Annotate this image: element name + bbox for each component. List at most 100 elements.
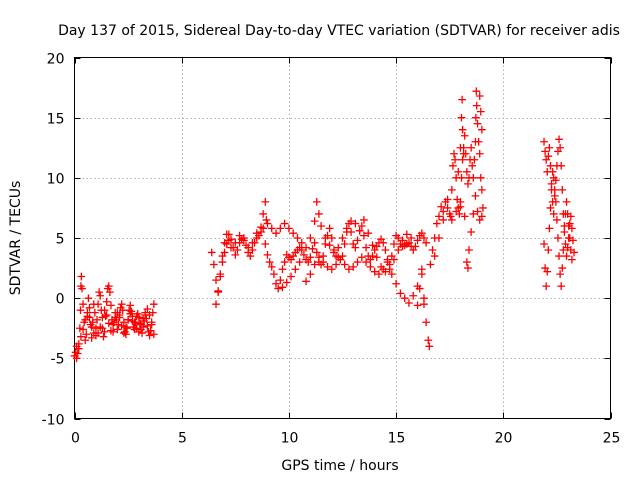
data-point [452,207,460,216]
data-point [117,300,126,309]
data-point [360,216,368,224]
data-point [478,186,486,194]
data-point [231,238,240,247]
data-point [425,342,434,351]
data-point [553,216,561,224]
data-point [106,288,114,296]
data-point [468,161,477,170]
data-point [87,323,96,331]
data-point [297,238,306,247]
data-point [93,315,101,324]
data-point [557,161,566,170]
data-point [113,325,122,334]
data-point [319,252,328,260]
data-point [540,240,548,248]
data-point [549,173,558,182]
data-point [558,264,567,272]
data-point [330,248,338,257]
x-axis-label: GPS time / hours [281,458,398,474]
data-point [257,223,265,232]
data-point [560,228,569,236]
data-point [472,113,480,122]
data-point [82,330,91,339]
data-point [100,328,109,336]
data-point [544,246,553,254]
data-point [443,204,452,212]
data-point [398,236,407,245]
data-point [252,229,261,238]
data-point [138,329,146,337]
data-point [460,131,469,140]
data-point [319,258,328,266]
data-point [231,250,240,259]
data-point [74,344,83,353]
data-point [556,143,564,152]
data-point [545,224,554,233]
data-point [109,320,117,329]
data-point [554,234,562,242]
data-point [345,265,353,274]
data-point [248,246,257,254]
data-point [130,318,139,327]
data-point [446,212,455,221]
data-point [207,248,216,257]
data-point [456,143,465,152]
data-point [336,255,345,264]
data-point [306,270,315,278]
data-point [306,234,315,242]
data-point [134,313,143,322]
data-point [415,284,424,293]
data-point [430,252,439,260]
data-point [458,155,467,164]
data-point [394,246,403,254]
data-point [540,137,548,146]
data-point [285,224,293,233]
data-point [546,204,555,212]
data-point [321,234,330,242]
data-point [559,246,568,254]
data-point [456,202,465,211]
data-point [550,186,559,194]
data-point [542,282,551,290]
data-point [451,155,459,164]
data-point [276,276,285,284]
data-point [417,229,426,238]
data-point [405,299,413,307]
data-point [396,289,405,298]
y-axis-label: SDTVAR / TECUs [8,181,24,296]
data-point [467,143,475,152]
data-point [479,204,487,212]
data-point [475,92,484,100]
data-point [551,198,560,206]
data-point [334,243,343,252]
data-point [73,349,82,358]
data-point [332,260,340,269]
data-point [280,258,289,266]
data-point [85,303,94,312]
data-point [302,243,310,252]
data-point [562,198,571,206]
data-point [325,241,334,250]
data-point [287,272,295,281]
data-point [422,318,430,327]
data-point [77,332,85,341]
data-point [220,238,229,247]
data-point [145,311,154,319]
data-point [99,332,108,341]
data-point [541,147,549,156]
data-point [147,320,156,329]
data-point [447,186,456,194]
data-point [133,309,142,318]
data-point [435,234,443,242]
data-point [555,252,563,260]
data-point [145,331,154,340]
data-point [370,267,379,276]
data-points [70,87,578,363]
data-point [357,253,366,262]
data-point [225,236,233,245]
data-point [306,253,315,262]
data-point [362,258,370,266]
data-point [218,258,227,266]
data-point [244,243,253,252]
data-point [556,270,564,278]
